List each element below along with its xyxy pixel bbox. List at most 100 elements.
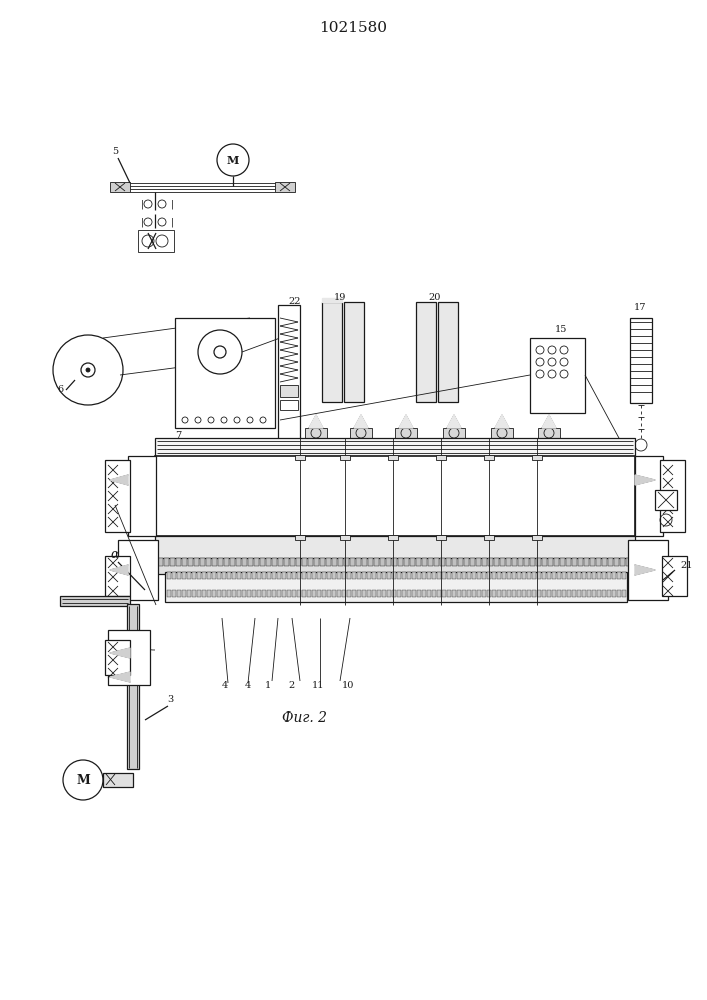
Bar — [537, 572, 541, 579]
Bar — [397, 572, 401, 579]
Bar — [592, 590, 596, 597]
Bar — [332, 558, 337, 566]
Bar — [552, 590, 556, 597]
Bar — [530, 558, 535, 566]
Bar — [398, 558, 403, 566]
Bar — [138, 230, 174, 252]
Bar — [266, 558, 271, 566]
Bar — [172, 572, 176, 579]
Bar — [387, 572, 391, 579]
Bar — [587, 572, 591, 579]
Bar — [212, 558, 217, 566]
Bar — [347, 590, 351, 597]
Bar — [267, 572, 271, 579]
Text: 5: 5 — [112, 147, 118, 156]
Bar — [427, 590, 431, 597]
Bar — [567, 590, 571, 597]
Bar — [557, 590, 561, 597]
Bar — [572, 572, 576, 579]
Bar — [437, 572, 441, 579]
Text: 15: 15 — [555, 326, 567, 334]
Bar — [457, 590, 461, 597]
Bar — [507, 572, 511, 579]
Bar — [200, 558, 205, 566]
Bar — [182, 590, 186, 597]
Bar — [194, 558, 199, 566]
Bar — [242, 590, 246, 597]
Bar — [248, 558, 253, 566]
Text: Фиг. 2: Фиг. 2 — [283, 711, 327, 725]
Bar — [242, 572, 246, 579]
Bar — [280, 400, 298, 410]
Bar — [402, 572, 406, 579]
Bar — [278, 305, 300, 445]
Text: M: M — [227, 154, 239, 165]
Bar — [582, 590, 586, 597]
Bar — [158, 558, 163, 566]
Bar — [212, 590, 216, 597]
Bar — [337, 572, 341, 579]
Bar — [632, 558, 637, 566]
Bar — [416, 302, 436, 402]
Polygon shape — [399, 415, 413, 428]
Bar — [532, 572, 536, 579]
Bar — [297, 590, 301, 597]
Bar — [338, 558, 343, 566]
Bar — [280, 385, 298, 397]
Bar — [442, 572, 446, 579]
Bar — [487, 572, 491, 579]
Bar — [617, 590, 621, 597]
Bar — [382, 572, 386, 579]
Bar — [597, 590, 601, 597]
Polygon shape — [495, 415, 509, 428]
Bar — [422, 558, 427, 566]
Bar — [295, 535, 305, 540]
Bar — [477, 572, 481, 579]
Bar — [536, 558, 541, 566]
Bar — [167, 590, 171, 597]
Bar — [552, 572, 556, 579]
Bar — [497, 572, 501, 579]
Bar — [467, 572, 471, 579]
Bar — [436, 455, 446, 460]
Bar — [620, 558, 625, 566]
Bar — [395, 428, 417, 438]
Bar — [230, 558, 235, 566]
Bar — [155, 536, 635, 561]
Bar — [532, 535, 542, 540]
Bar — [537, 590, 541, 597]
Bar — [494, 558, 499, 566]
Bar — [108, 630, 150, 685]
Bar — [167, 572, 171, 579]
Bar — [282, 590, 286, 597]
Bar — [518, 558, 523, 566]
Bar — [247, 590, 251, 597]
Bar — [608, 558, 613, 566]
Bar — [582, 572, 586, 579]
Bar — [622, 590, 626, 597]
Bar — [491, 428, 513, 438]
Bar — [314, 558, 319, 566]
Bar — [476, 558, 481, 566]
Bar — [462, 572, 466, 579]
Bar — [60, 596, 130, 606]
Bar — [562, 590, 566, 597]
Polygon shape — [110, 475, 128, 485]
Bar — [292, 590, 296, 597]
Bar — [377, 572, 381, 579]
Bar — [612, 590, 616, 597]
Bar — [560, 558, 565, 566]
Bar — [482, 590, 486, 597]
Bar — [412, 572, 416, 579]
Bar — [352, 590, 356, 597]
Polygon shape — [542, 415, 556, 428]
Text: 4: 4 — [245, 682, 251, 690]
Bar — [517, 590, 521, 597]
Bar — [177, 572, 181, 579]
Text: |: | — [170, 217, 174, 227]
Bar — [182, 572, 186, 579]
Bar — [362, 558, 367, 566]
Bar — [467, 590, 471, 597]
Bar — [635, 456, 663, 536]
Bar — [254, 558, 259, 566]
